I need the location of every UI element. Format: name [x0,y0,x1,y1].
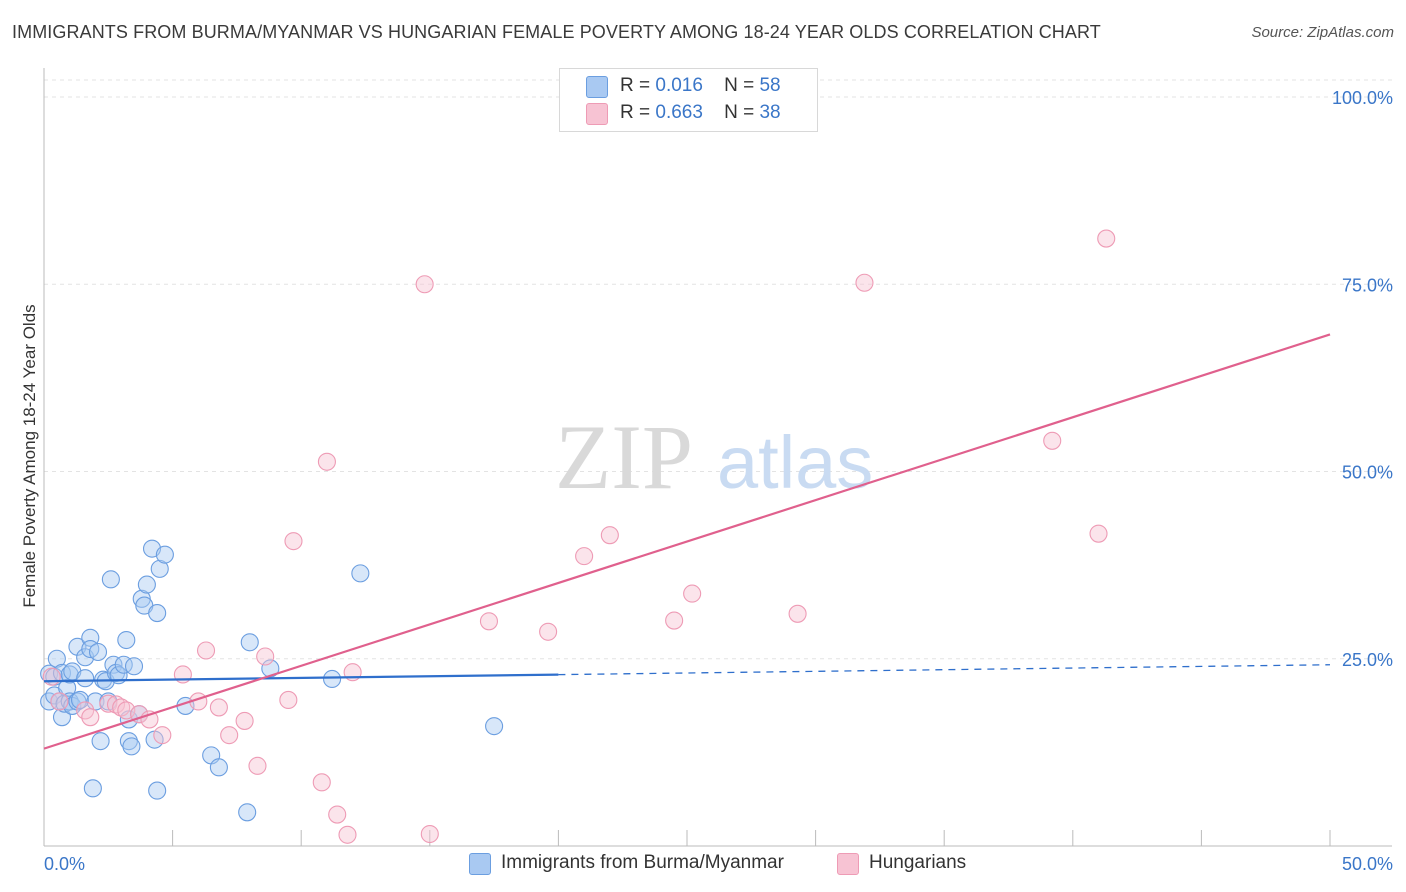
data-point-hungarian [539,622,558,641]
bottom-legend-swatch-pink [837,853,859,875]
data-point-burma [148,604,167,623]
x-tick-label: 0.0% [44,854,85,874]
data-point-burma [124,657,144,676]
data-point-burma [485,717,504,736]
data-point-burma [137,575,156,594]
data-point-burma [83,779,102,798]
data-point-hungarian [81,708,100,727]
trendline-burma [43,673,559,683]
data-point-burma [52,708,72,727]
y-tick-label: 75.0% [1342,275,1393,295]
bottom-legend-label: Immigrants from Burma/Myanmar [501,852,784,873]
data-point-hungarian [106,695,126,714]
legend-n-label: N = [724,102,755,123]
data-point-burma [240,633,259,652]
data-point-hungarian [1097,229,1116,248]
data-point-burma [323,669,342,689]
data-point-burma [60,665,79,684]
data-point-burma [58,678,77,698]
data-point-hungarian [683,584,702,603]
x-tick-label: 50.0% [1342,854,1393,874]
watermark: ZIP atlas [555,406,873,508]
data-point-hungarian [153,726,172,745]
data-point-burma [88,642,108,662]
data-point-hungarian [256,647,275,666]
watermark-zip: ZIP [555,406,693,508]
data-point-burma [47,649,66,668]
legend-r-label: R = [620,102,651,123]
y-tick-label: 100.0% [1332,88,1393,108]
data-point-hungarian [420,824,439,844]
legend-n-value: 58 [759,75,781,96]
data-point-hungarian [312,773,331,792]
data-point-hungarian [50,692,69,711]
data-point-hungarian [279,690,298,709]
trendline-hungarian [43,333,1331,750]
data-point-hungarian [284,532,303,551]
data-point-burma [70,690,90,709]
data-point-hungarian [328,805,347,824]
legend-swatch-pink [586,103,608,125]
chart-title: IMMIGRANTS FROM BURMA/MYANMAR VS HUNGARI… [12,22,1101,42]
axes [43,68,1392,847]
data-point-hungarian [575,547,594,566]
gridlines [44,79,1392,660]
series-hungarian-points [42,229,1116,844]
data-point-hungarian [112,698,131,717]
data-point-hungarian [479,612,499,631]
data-point-hungarian [248,756,267,775]
data-point-hungarian [209,698,228,717]
data-point-burma [40,692,59,711]
data-point-hungarian [220,726,239,745]
legend-n-label: N = [724,75,755,96]
data-point-burma [209,758,228,777]
source-label: Source: ZipAtlas.com [1251,24,1394,41]
axis-labels: 25.0% 50.0% 75.0% 100.0% 0.0% 50.0% Female Pov… [20,88,1393,874]
data-point-hungarian [338,825,357,844]
data-point-burma [351,564,370,583]
data-point-burma [117,630,136,650]
data-point-hungarian [235,711,254,730]
y-tick-label: 50.0% [1342,463,1393,483]
data-point-hungarian [1043,431,1062,450]
correlation-legend: R = 0.016 N = 58 R = 0.663 N = 38 [559,68,818,132]
data-point-burma [238,803,257,822]
data-point-burma [76,669,95,688]
data-point-burma [122,737,141,756]
data-point-burma [148,781,167,800]
data-point-burma [91,732,110,751]
data-point-hungarian [42,667,61,686]
legend-r-label: R = [620,75,651,96]
y-tick-label: 25.0% [1342,650,1393,670]
legend-r-value: 0.663 [655,102,703,123]
data-point-hungarian [196,641,216,660]
legend-n-value: 38 [759,102,781,123]
data-point-burma [150,559,169,578]
legend-swatch-blue [586,76,608,98]
bottom-legend-label: Hungarians [869,852,967,873]
data-point-hungarian [665,611,684,630]
data-point-hungarian [600,526,619,545]
data-point-burma [261,659,280,678]
data-point-burma [101,570,120,589]
watermark-atlas: atlas [717,421,873,504]
bottom-legend-swatch-blue [469,853,491,875]
legend-r-value: 0.016 [655,75,703,96]
trendline-burma-projection [558,664,1331,676]
data-point-hungarian [788,604,807,623]
data-point-hungarian [855,273,874,292]
y-axis-label: Female Poverty Among 18-24 Year Olds [20,304,39,607]
data-point-burma [155,545,174,564]
data-point-hungarian [1089,524,1108,543]
data-point-hungarian [317,452,336,471]
data-point-burma [119,732,138,751]
data-point-hungarian [415,275,434,294]
trendlines [43,333,1331,750]
